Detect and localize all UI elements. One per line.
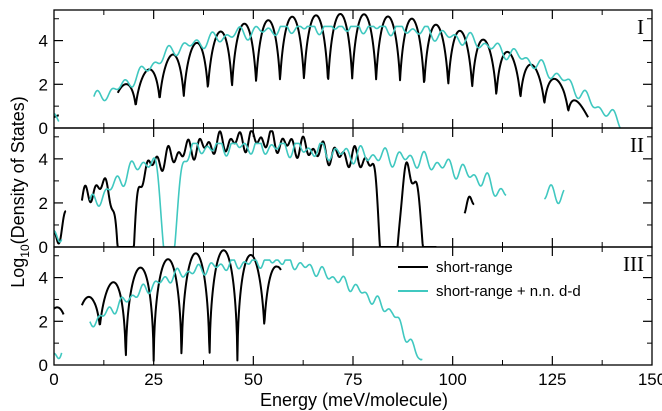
- panel-frame-II: [53, 127, 653, 248]
- legend-label-nn-dd: short-range + n.n. d-d: [436, 283, 581, 300]
- panel-label-II: II: [630, 133, 644, 157]
- panel-frame-III: [53, 246, 653, 366]
- y-tick-label: 0: [39, 119, 48, 138]
- y-tick-label: 2: [39, 75, 48, 94]
- panel-label-III: III: [623, 252, 644, 276]
- panel-II: 0 2 4 II: [39, 127, 653, 257]
- y-tick-label: 0: [39, 356, 48, 375]
- x-tick-label: 150: [638, 370, 662, 389]
- x-tick-label: 100: [438, 370, 466, 389]
- x-tick-labels: 0 25 50 75 100 125 150: [49, 370, 662, 389]
- legend-label-short-range: short-range: [436, 259, 513, 276]
- x-tick-label: 50: [244, 370, 263, 389]
- panel-III: 0 2 4 III: [39, 246, 653, 375]
- series-line-short-range-n-n-d-d-panel-I: [54, 25, 621, 128]
- y-tick-label: 2: [39, 312, 48, 331]
- y-tick-label: 4: [39, 150, 48, 169]
- x-tick-label: 25: [144, 370, 163, 389]
- legend: short-range short-range + n.n. d-d: [398, 259, 581, 300]
- panels-layer: 0 2 4 I 0 2 4 II 0 2 4 III: [39, 9, 653, 375]
- panel-I: 0 2 4 I: [39, 9, 653, 138]
- x-tick-label: 0: [49, 370, 58, 389]
- series-line-short-range-panel-I: [54, 12, 589, 119]
- panel-label-I: I: [637, 15, 644, 39]
- y-tick-label: 0: [39, 238, 48, 257]
- x-tick-label: 125: [538, 370, 566, 389]
- y-tick-label: 4: [39, 269, 48, 288]
- y-axis-title: Log10(Density of States): [8, 96, 32, 287]
- y-tick-label: 4: [39, 32, 48, 51]
- series-line-short-range-n-n-d-d-panel-II: [54, 142, 565, 247]
- x-axis-title: Energy (meV/molecule): [260, 390, 448, 410]
- series-line-short-range-n-n-d-d-panel-III: [54, 259, 423, 361]
- y-tick-label: 2: [39, 194, 48, 213]
- x-tick-label: 75: [344, 370, 363, 389]
- series-line-short-range-panel-II: [54, 130, 475, 247]
- series-line-short-range-panel-III: [54, 249, 282, 362]
